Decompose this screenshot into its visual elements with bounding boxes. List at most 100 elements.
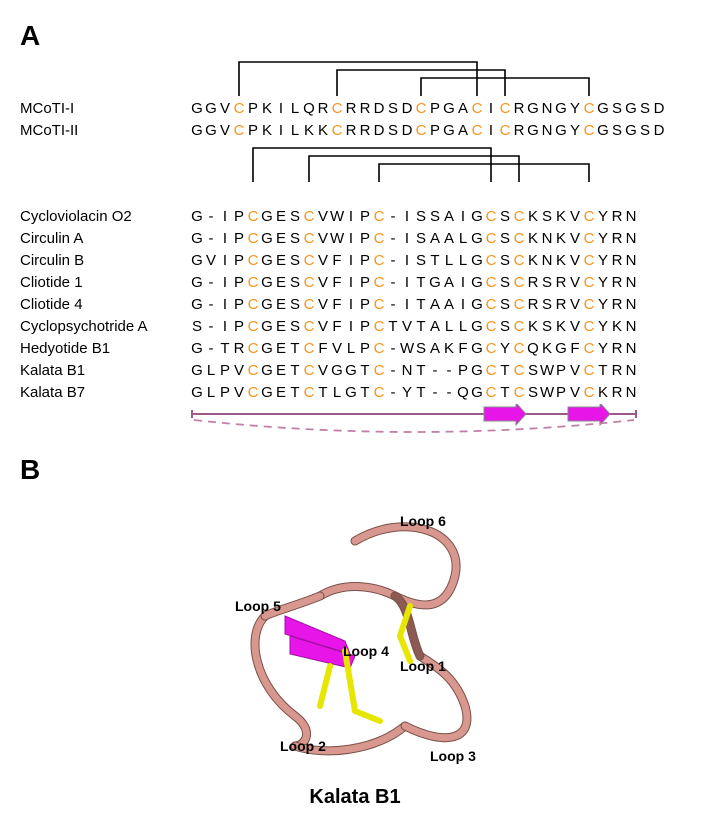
residue-cys: C	[246, 294, 260, 316]
residue: K	[610, 316, 624, 338]
residue: -	[386, 294, 400, 316]
residue: P	[554, 382, 568, 404]
residue-cys: C	[372, 338, 386, 360]
panel-a-label: A	[20, 20, 690, 52]
residue: T	[596, 360, 610, 382]
residue: -	[386, 382, 400, 404]
residue: R	[344, 120, 358, 142]
residue: T	[358, 382, 372, 404]
residue: G	[260, 382, 274, 404]
residue: I	[456, 272, 470, 294]
residue: -	[386, 272, 400, 294]
residue: S	[526, 382, 540, 404]
residue-cys: C	[582, 294, 596, 316]
residue: S	[288, 250, 302, 272]
brackets-group2	[190, 142, 690, 184]
residue: E	[274, 250, 288, 272]
residue: S	[498, 294, 512, 316]
residue: N	[540, 250, 554, 272]
residue: -	[204, 316, 218, 338]
residue: G	[596, 120, 610, 142]
residue: G	[470, 294, 484, 316]
residue: I	[400, 250, 414, 272]
sequence-row: G-IPCGESCVWIPC-ISAALGCSCKNKVCYRN	[190, 228, 690, 250]
residue: L	[456, 316, 470, 338]
residue: S	[288, 316, 302, 338]
residue-cys: C	[246, 338, 260, 360]
residue: W	[330, 206, 344, 228]
residue: -	[386, 228, 400, 250]
residue: S	[498, 316, 512, 338]
residue: G	[554, 338, 568, 360]
residue: F	[330, 294, 344, 316]
residue: G	[204, 98, 218, 120]
residue: G	[190, 228, 204, 250]
residue: S	[610, 120, 624, 142]
residue: N	[624, 250, 638, 272]
residue: V	[316, 360, 330, 382]
residue: L	[288, 120, 302, 142]
residue-cys: C	[302, 228, 316, 250]
residue-cys: C	[330, 98, 344, 120]
residue: K	[554, 316, 568, 338]
residue: V	[316, 228, 330, 250]
residue: Y	[596, 316, 610, 338]
residue: S	[190, 316, 204, 338]
residue: A	[456, 120, 470, 142]
residue-cys: C	[372, 382, 386, 404]
residue-cys: C	[512, 206, 526, 228]
residue: N	[540, 228, 554, 250]
residue: T	[414, 294, 428, 316]
residue: V	[568, 228, 582, 250]
residue: G	[624, 98, 638, 120]
residue: L	[204, 360, 218, 382]
residue-cys: C	[582, 360, 596, 382]
residue-cys: C	[582, 228, 596, 250]
residue: V	[568, 206, 582, 228]
residue-cys: C	[232, 98, 246, 120]
disulfide-bond	[320, 666, 330, 706]
residue: G	[190, 120, 204, 142]
residue: L	[442, 316, 456, 338]
residue: K	[526, 316, 540, 338]
loop-label: Loop 5	[235, 598, 281, 614]
residue: G	[190, 360, 204, 382]
residue: P	[246, 120, 260, 142]
residue: R	[610, 206, 624, 228]
disulfide-bracket	[379, 164, 589, 182]
residue: K	[540, 338, 554, 360]
residue: P	[428, 98, 442, 120]
residue: N	[624, 338, 638, 360]
residue: I	[344, 228, 358, 250]
residue-cys: C	[484, 250, 498, 272]
residue: V	[316, 272, 330, 294]
residue: E	[274, 316, 288, 338]
residue-cys: C	[302, 206, 316, 228]
residue: K	[554, 228, 568, 250]
residue-cys: C	[484, 294, 498, 316]
residue: R	[232, 338, 246, 360]
residue: R	[610, 382, 624, 404]
residue: A	[428, 228, 442, 250]
residue: R	[610, 272, 624, 294]
residue: A	[428, 316, 442, 338]
residue: P	[358, 316, 372, 338]
residue: N	[624, 316, 638, 338]
residue: Y	[596, 294, 610, 316]
residue: T	[358, 360, 372, 382]
residue: I	[218, 316, 232, 338]
residue: R	[512, 120, 526, 142]
sequence-row: GGVCPKILKKCRRDSDCPGACICRGNGYCGSGSD	[190, 120, 690, 142]
residue: D	[372, 120, 386, 142]
residue: I	[344, 272, 358, 294]
residue: N	[624, 272, 638, 294]
disulfide-bracket	[253, 148, 491, 182]
disulfide-bracket	[309, 156, 519, 182]
residue-cys: C	[582, 250, 596, 272]
residue: N	[624, 382, 638, 404]
loop-label: Loop 4	[343, 643, 389, 659]
residue: V	[400, 316, 414, 338]
residue: I	[344, 206, 358, 228]
residue: K	[596, 382, 610, 404]
residue: P	[218, 382, 232, 404]
